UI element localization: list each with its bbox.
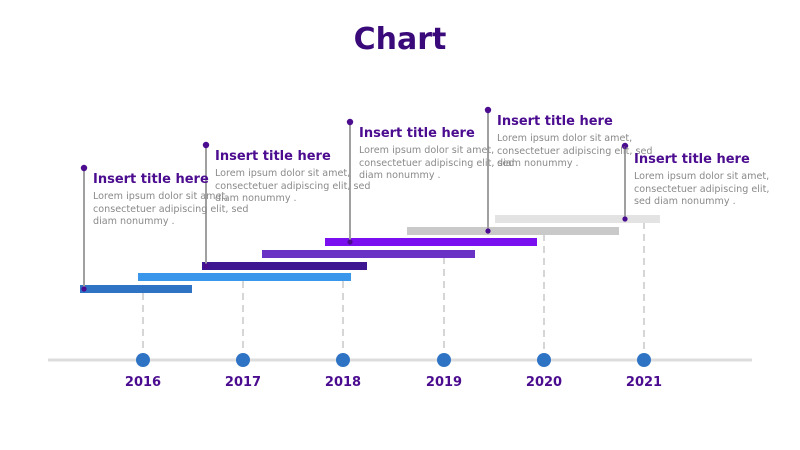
year-label-2020: 2020 [525,375,563,390]
callout-pin-bottom-dot-1 [81,286,87,292]
callout-pin-top-dot-2 [202,141,210,149]
callout-pin-top-dot-1 [80,164,88,172]
callout-2: Insert title here Lorem ipsum dolor sit … [215,148,385,206]
year-label-2018: 2018 [324,375,362,390]
slide-title: Chart [353,22,447,57]
callout-4-body: Lorem ipsum dolor sit amet, consectetuer… [497,133,653,169]
callout-2-body: Lorem ipsum dolor sit amet, consectetuer… [215,168,371,204]
callout-5-title: Insert title here [634,152,750,167]
callout-5: Insert title here Lorem ipsum dolor sit … [634,151,784,209]
callout-pin-bottom-dot-3 [347,239,353,245]
timeline-bar-2 [138,273,351,281]
callout-1: Insert title here Lorem ipsum dolor sit … [93,171,263,229]
timeline-bar-6 [407,227,619,235]
year-marker-2021 [637,353,651,367]
timeline-bar-4 [262,250,475,258]
callout-5-body: Lorem ipsum dolor sit amet, consectetuer… [634,171,770,207]
year-marker-2020 [537,353,551,367]
callout-pin-top-dot-4 [484,106,492,114]
timeline-bar-3 [202,262,367,270]
year-marker-2018 [336,353,350,367]
timeline-bar-1 [80,285,192,293]
callout-pin-top-dot-5 [621,142,629,150]
callout-pin-bottom-dot-4 [485,228,491,234]
callout-1-body: Lorem ipsum dolor sit amet, consectetuer… [93,191,249,227]
callout-pin-bottom-dot-2 [203,263,209,269]
callout-3-title: Insert title here [359,126,475,141]
year-marker-2016 [136,353,150,367]
callout-4-title: Insert title here [497,114,613,129]
year-label-2016: 2016 [124,375,162,390]
year-label-2017: 2017 [224,375,262,390]
callout-1-title: Insert title here [93,172,209,187]
year-marker-2017 [236,353,250,367]
timeline-bar-7 [495,215,660,223]
callout-4: Insert title here Lorem ipsum dolor sit … [497,113,667,171]
callout-2-title: Insert title here [215,149,331,164]
year-label-2019: 2019 [425,375,463,390]
timeline-bar-5 [325,238,537,246]
callout-3: Insert title here Lorem ipsum dolor sit … [359,125,529,183]
callout-3-body: Lorem ipsum dolor sit amet, consectetuer… [359,145,515,181]
callout-pin-top-dot-3 [346,118,354,126]
callout-pin-bottom-dot-5 [622,216,628,222]
year-label-2021: 2021 [625,375,663,390]
year-marker-2019 [437,353,451,367]
